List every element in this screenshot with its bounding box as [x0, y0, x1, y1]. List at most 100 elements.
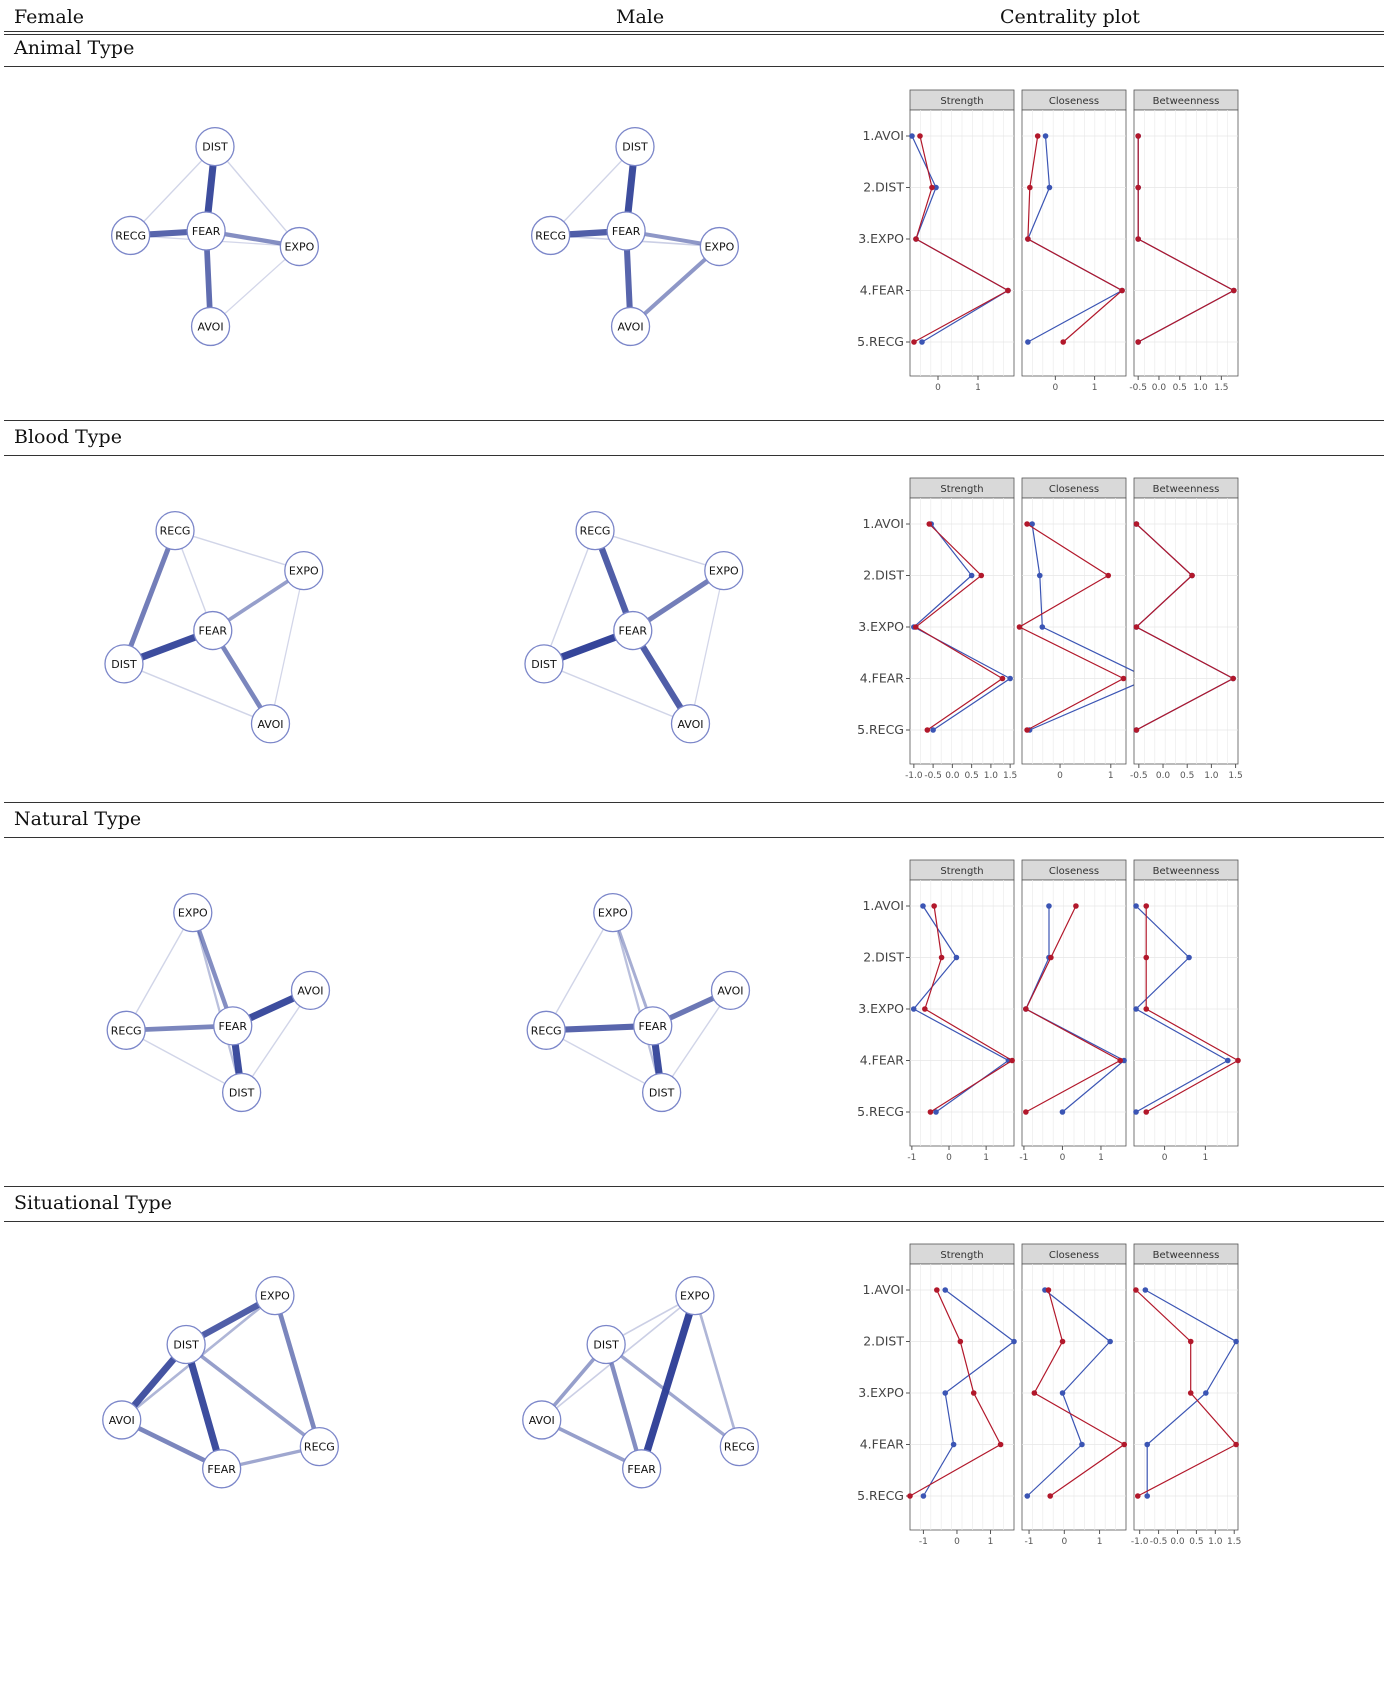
node-recg: RECG	[110, 215, 151, 256]
node-label: FEAR	[619, 625, 648, 638]
x-tick-label: 1.0	[1208, 1537, 1223, 1547]
node-avoi: AVOI	[250, 704, 291, 744]
female-point	[997, 1441, 1004, 1448]
centrality-plot-natural: 1.AVOI 2.DIST 3.EXPO 4.FEAR 5.RECG Strength -1…	[857, 859, 1241, 1163]
x-tick-label: 1	[1092, 383, 1098, 393]
node-circle	[699, 226, 740, 267]
female-point	[913, 236, 919, 242]
node-circle	[250, 704, 291, 744]
female-point	[1031, 1390, 1038, 1396]
x-tick-label: -0.5	[924, 771, 942, 781]
female-point	[1134, 1493, 1141, 1499]
node-fear: FEAR	[606, 211, 646, 251]
node-expo: EXPO	[279, 226, 320, 267]
edge-dist-avoi	[543, 663, 692, 725]
female-point	[1009, 1057, 1015, 1064]
female-point	[1133, 521, 1140, 527]
male-point	[1046, 903, 1052, 909]
node-circle	[202, 1449, 242, 1489]
node-circle	[110, 215, 151, 256]
male-point	[1133, 903, 1139, 909]
facet-title: Closeness	[1049, 866, 1099, 877]
node-recg: RECG	[575, 510, 615, 551]
row-label: 5.RECG	[857, 334, 904, 349]
female-point	[1231, 287, 1237, 294]
node-circle	[166, 1324, 206, 1365]
female-point	[1034, 133, 1041, 139]
x-tick-label: 1.5	[1214, 383, 1228, 393]
centrality-plot-animal: 1.AVOI 2.DIST 3.EXPO 4.FEAR 5.RECG Strength 0 1…	[857, 89, 1239, 393]
centrality-plot-blood: 1.AVOI 2.DIST 3.EXPO 4.FEAR 5.RECG Strength -1…	[857, 477, 1243, 781]
female-point	[1073, 903, 1079, 909]
female-point	[1143, 954, 1150, 961]
female-point	[978, 572, 985, 579]
section-title-text: Animal Type	[14, 37, 135, 59]
female-point	[1024, 521, 1030, 527]
node-circle	[575, 510, 615, 551]
male-point	[968, 572, 975, 579]
edge-expo-recg	[272, 1293, 322, 1449]
node-circle	[622, 1449, 662, 1489]
node-recg: RECG	[155, 510, 195, 551]
row-label: 2.DIST	[863, 568, 904, 583]
node-circle	[186, 211, 226, 251]
male-point	[1144, 1493, 1151, 1499]
x-tick-label: -1	[907, 1153, 916, 1163]
edge-dist-recg	[184, 1342, 322, 1449]
facet-title: Closeness	[1049, 1250, 1099, 1261]
node-circle	[586, 1324, 626, 1365]
male-point	[1059, 1390, 1066, 1396]
x-tick-label: -0.5	[1150, 1537, 1168, 1547]
edge-avoi-dist	[240, 989, 312, 1094]
female-point	[1143, 1109, 1150, 1115]
facet-title: Strength	[940, 1250, 983, 1261]
node-label: EXPO	[289, 565, 319, 578]
x-tick-label: 0.5	[1180, 771, 1194, 781]
node-label: RECG	[160, 525, 191, 538]
female-point	[912, 624, 919, 630]
edge-recg-dist	[121, 528, 178, 667]
node-expo: EXPO	[704, 550, 744, 591]
x-tick-label: 0.5	[964, 771, 978, 781]
x-tick-label: 1	[975, 383, 981, 393]
node-circle	[190, 306, 231, 347]
node-label: RECG	[535, 229, 566, 242]
female-point	[917, 133, 923, 139]
female-point	[1135, 133, 1141, 139]
male-point	[1233, 1338, 1239, 1345]
node-label: DIST	[202, 141, 228, 154]
male-point	[1025, 339, 1031, 345]
male-point	[1133, 1109, 1139, 1115]
female-point	[1135, 236, 1141, 242]
node-label: FEAR	[192, 225, 221, 238]
node-fear: FEAR	[633, 1006, 673, 1046]
node-avoi: AVOI	[190, 306, 231, 347]
male-point	[1144, 1441, 1151, 1448]
male-point	[1203, 1390, 1209, 1396]
node-label: FEAR	[199, 625, 228, 638]
node-label: AVOI	[297, 984, 323, 997]
x-tick-label: 0	[946, 1153, 952, 1163]
female-point	[1235, 1057, 1241, 1064]
edge-avoi-expo	[628, 244, 722, 329]
node-circle	[173, 892, 213, 933]
edge-avoi-dist	[660, 989, 732, 1094]
column-header-male: Male	[616, 6, 665, 28]
male-network-situational: EXPO DIST AVOI FEAR RECG	[522, 1275, 759, 1489]
node-label: AVOI	[198, 320, 224, 333]
node-label: FEAR	[219, 1020, 248, 1033]
male-network-animal: DIST RECG FEAR EXPO AVOI	[530, 126, 740, 347]
node-label: DIST	[229, 1086, 255, 1099]
edge-expo-recg	[545, 911, 614, 1032]
x-tick-label: -1	[919, 1537, 928, 1547]
column-header-female: Female	[14, 6, 85, 28]
node-recg: RECG	[106, 1010, 146, 1050]
row-label: 4.FEAR	[860, 1437, 905, 1452]
row-label: 1.AVOI	[862, 898, 904, 913]
male-point	[1036, 572, 1043, 579]
node-label: EXPO	[284, 241, 314, 254]
node-circle	[213, 1006, 253, 1046]
female-point	[1133, 624, 1140, 630]
male-point	[933, 1109, 939, 1115]
node-avoi: AVOI	[670, 704, 711, 744]
